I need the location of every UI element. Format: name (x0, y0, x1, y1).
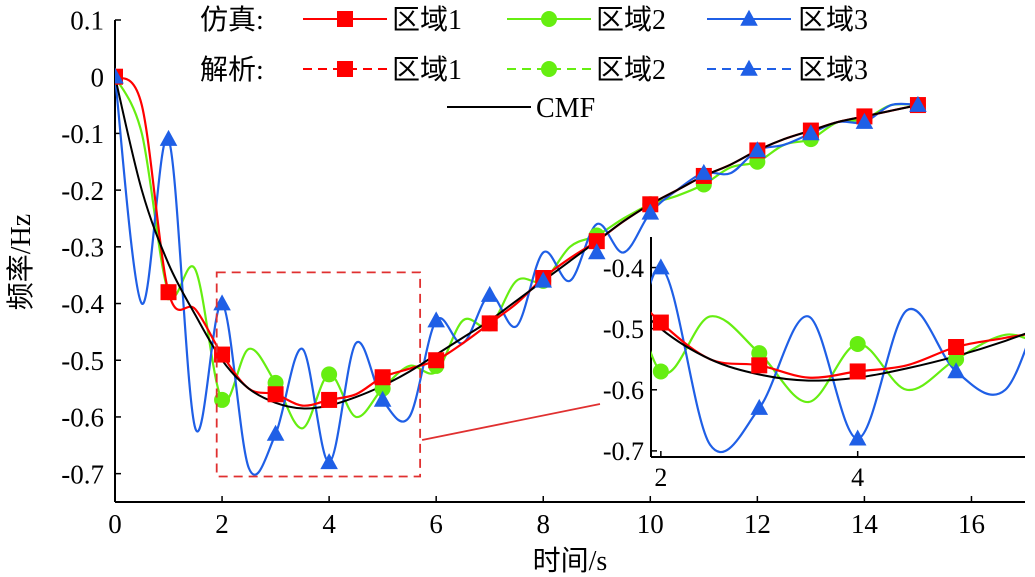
inset-point-region2 (948, 351, 965, 368)
inset-point-region2 (849, 335, 866, 352)
main-point-region3 (802, 124, 820, 141)
main-point-region3 (480, 285, 499, 302)
legend-ana-region1-label: 区域1 (392, 54, 462, 86)
inset-plot-area (651, 258, 1025, 454)
inset-y-tick-label: -0.6 (603, 376, 644, 405)
main-y-tick-label: 0.1 (70, 6, 104, 36)
legend-ana-region2-marker (541, 61, 557, 77)
legend-group-simulation-label: 仿真: (200, 4, 264, 36)
inset-point-region3 (750, 398, 769, 415)
inset-line-cmf (651, 318, 1025, 382)
inset-x-tick-label: 2 (654, 463, 667, 492)
main-point-region2 (214, 391, 231, 408)
inset-point-region3 (652, 258, 670, 275)
main-x-tick-label: 16 (958, 509, 985, 539)
main-point-region3 (587, 243, 606, 260)
legend-ana-region1-marker (337, 61, 353, 77)
inset-point-region3 (947, 362, 965, 379)
main-x-tick-label: 10 (637, 509, 664, 539)
main-point-region3 (320, 453, 338, 470)
main-x-tick-label: 12 (744, 509, 771, 539)
legend-swatches (303, 9, 791, 108)
legend-ana-region3-marker (740, 59, 758, 76)
main-point-region3 (427, 311, 445, 328)
main-x-tick-label: 6 (429, 509, 443, 539)
main-axes: 0 2 4 6 8 10 12 14 16 0.1 0 -0.1 -0.2 -0.3 -0.4 -0.5 -0.… (61, 6, 1025, 539)
main-y-tick-label: -0.1 (61, 119, 104, 149)
legend-sim-region3-label: 区域3 (798, 4, 868, 36)
inset-x-tick-label: 4 (851, 463, 864, 492)
main-x-tick-label: 2 (215, 509, 229, 539)
main-point-region1 (160, 284, 177, 301)
main-plot-area (115, 67, 927, 476)
y-axis-title: 频率/Hz (5, 214, 37, 310)
main-point-region3 (115, 67, 124, 84)
x-axis-title: 时间/s (533, 545, 608, 577)
main-y-tick-label: -0.7 (61, 459, 104, 489)
legend-sim-region1-label: 区域1 (392, 4, 462, 36)
inset-y-tick-label: -0.4 (603, 254, 644, 283)
legend-sim-region1-marker (337, 11, 353, 27)
main-point-region3 (641, 203, 660, 220)
main-y-tick-label: 0 (91, 62, 105, 92)
legend-sim-region3-marker (740, 9, 758, 26)
main-x-tick-label: 14 (851, 509, 879, 539)
legend-cmf-label: CMF (536, 93, 595, 124)
main-point-region3 (213, 294, 231, 311)
main-point-region3 (373, 390, 392, 407)
main-point-region2 (321, 366, 338, 383)
main-point-region1 (428, 352, 445, 369)
zoom-indicator (215, 271, 601, 478)
main-point-region1 (481, 315, 498, 332)
inset-point-region2 (652, 363, 669, 380)
main-point-region1 (214, 346, 231, 363)
inset-background (651, 237, 1025, 457)
main-y-tick-label: -0.3 (61, 233, 104, 263)
main-y-tick-label: -0.2 (61, 176, 104, 206)
main-x-tick-label: 4 (322, 509, 336, 539)
main-x-tick-label: 8 (536, 509, 550, 539)
main-point-region3 (909, 95, 927, 112)
legend-ana-region2-label: 区域2 (596, 54, 666, 86)
main-point-region3 (266, 424, 285, 441)
main-line-cmf (115, 76, 919, 410)
legend-group-analytic-label: 解析: (200, 54, 264, 86)
main-point-region1 (374, 369, 391, 386)
main-point-region3 (695, 163, 713, 180)
main-point-region1 (588, 233, 605, 250)
inset-y-tick-label: -0.7 (603, 437, 644, 466)
main-point-region3 (534, 271, 553, 288)
inset-point-region1 (751, 357, 768, 374)
inset-point-region2 (751, 345, 768, 362)
inset-y-tick-label: -0.5 (603, 315, 644, 344)
inset-point-region3 (848, 429, 867, 446)
main-point-region1 (267, 386, 284, 403)
main-y-tick-label: -0.5 (61, 346, 104, 376)
legend-sim-region2-label: 区域2 (596, 4, 666, 36)
inset-point-region1 (948, 339, 965, 355)
main-point-region3 (855, 112, 874, 129)
main-x-tick-label: 0 (108, 509, 122, 539)
main-point-region3 (159, 129, 178, 146)
inset-point-region1 (652, 314, 669, 331)
main-point-region3 (748, 141, 767, 158)
main-y-tick-label: -0.4 (61, 289, 104, 319)
zoom-connector-line (421, 403, 601, 441)
main-point-region1 (321, 391, 338, 408)
legend: 仿真: 解析: 区域1 区域2 区域3 区域1 区域2 区域3 CMF (200, 4, 868, 124)
legend-ana-region3-label: 区域3 (798, 54, 868, 86)
zoom-source-box (215, 271, 422, 478)
legend-sim-region2-marker (541, 11, 557, 27)
inset-point-region1 (849, 363, 866, 380)
main-y-tick-label: -0.6 (61, 403, 104, 433)
